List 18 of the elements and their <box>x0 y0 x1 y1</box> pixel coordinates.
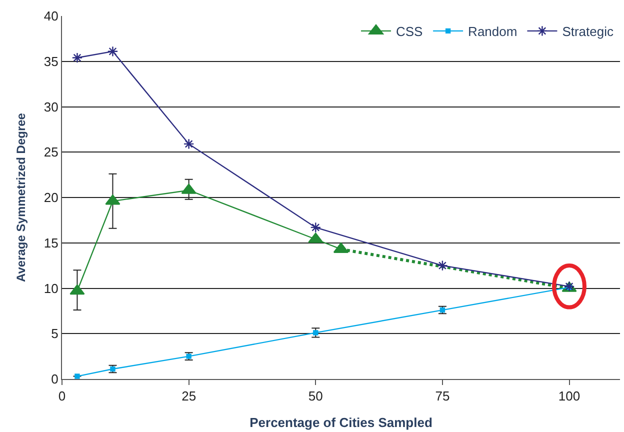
y-tick-label: 15 <box>44 235 58 250</box>
legend-label: CSS <box>396 24 424 40</box>
y-tick-label: 40 <box>44 8 58 24</box>
x-tick-label: 100 <box>558 388 580 404</box>
y-tick-label: 20 <box>44 190 58 206</box>
y-tick-label: 30 <box>44 99 58 114</box>
y-tick-label: 10 <box>44 280 58 296</box>
x-axis-title: Percentage of Cities Sampled <box>250 415 432 430</box>
y-tick-label: 0 <box>51 372 58 387</box>
y-tick-label: 25 <box>44 144 58 160</box>
x-tick-label: 25 <box>182 388 196 404</box>
x-tick-label: 50 <box>308 388 323 404</box>
y-axis-title: Average Symmetrized Degree <box>14 112 28 282</box>
legend-label: Random <box>468 24 518 40</box>
y-tick-label: 5 <box>51 326 58 342</box>
legend-label: Strategic <box>562 24 614 40</box>
y-tick-label: 35 <box>44 54 58 69</box>
x-tick-label: 75 <box>435 388 450 404</box>
